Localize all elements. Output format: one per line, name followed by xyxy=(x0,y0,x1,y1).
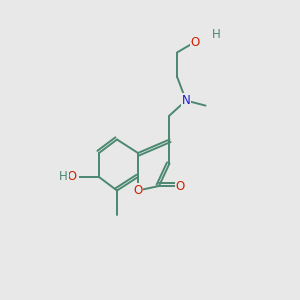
Text: HO: HO xyxy=(60,170,78,184)
Text: O: O xyxy=(134,184,142,197)
Text: H: H xyxy=(59,170,68,184)
Text: O: O xyxy=(190,35,200,49)
Text: H: H xyxy=(212,28,220,41)
Text: O: O xyxy=(176,179,184,193)
Text: N: N xyxy=(182,94,190,107)
